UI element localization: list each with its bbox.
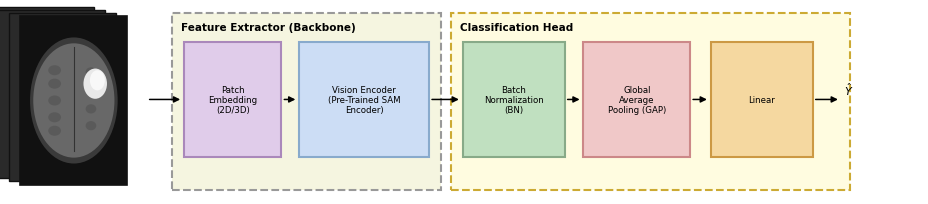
FancyBboxPatch shape [462, 43, 564, 157]
Text: Global
Average
Pooling (GAP): Global Average Pooling (GAP) [607, 85, 665, 115]
Ellipse shape [48, 66, 61, 76]
Ellipse shape [48, 126, 61, 136]
FancyBboxPatch shape [9, 14, 116, 182]
Ellipse shape [84, 69, 107, 99]
FancyBboxPatch shape [172, 14, 441, 190]
Text: Feature Extractor (Backbone): Feature Extractor (Backbone) [181, 22, 355, 32]
Ellipse shape [48, 113, 61, 123]
FancyBboxPatch shape [0, 8, 94, 175]
Ellipse shape [45, 47, 103, 122]
Text: Classification Head: Classification Head [459, 22, 573, 32]
Text: $\hat{Y}$: $\hat{Y}$ [843, 82, 852, 98]
Text: Patch
Embedding
(2D/3D): Patch Embedding (2D/3D) [208, 85, 257, 115]
Text: Vision Encoder
(Pre-Trained SAM
Encoder): Vision Encoder (Pre-Trained SAM Encoder) [328, 85, 400, 115]
Ellipse shape [90, 71, 105, 91]
Ellipse shape [85, 121, 97, 131]
FancyBboxPatch shape [0, 11, 105, 178]
FancyBboxPatch shape [450, 14, 849, 190]
Ellipse shape [48, 79, 61, 89]
Ellipse shape [33, 44, 114, 158]
FancyBboxPatch shape [583, 43, 690, 157]
Text: Batch
Normalization
(BN): Batch Normalization (BN) [483, 85, 543, 115]
FancyBboxPatch shape [184, 43, 281, 157]
Ellipse shape [30, 38, 118, 164]
Ellipse shape [85, 68, 97, 77]
Ellipse shape [85, 85, 97, 94]
FancyBboxPatch shape [299, 43, 429, 157]
Ellipse shape [85, 105, 97, 114]
Text: Linear: Linear [748, 95, 774, 104]
FancyBboxPatch shape [710, 43, 812, 157]
FancyBboxPatch shape [20, 17, 127, 185]
Ellipse shape [48, 96, 61, 106]
